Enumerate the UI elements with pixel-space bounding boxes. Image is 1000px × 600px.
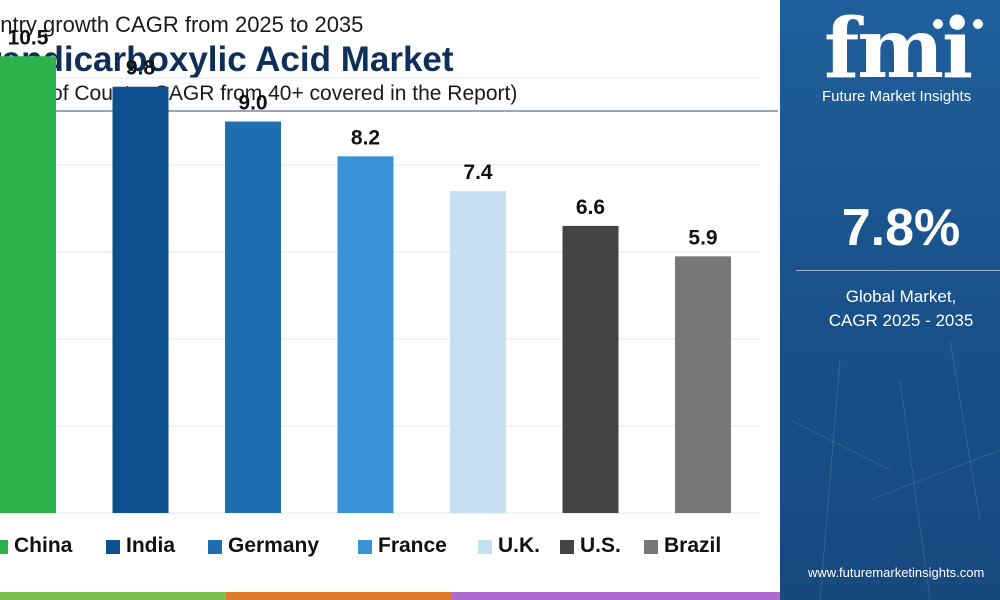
bar-brazil [675,256,731,513]
kpi-divider [796,270,1000,271]
bar-germany [225,121,281,513]
bar-value-label: 9.0 [238,92,267,115]
legend-swatch [560,540,574,554]
bar-china [0,56,56,513]
legend-label: China [14,534,73,557]
website-link[interactable]: www.futuremarketinsights.com [808,565,985,580]
legend-label: U.S. [580,534,621,557]
panel-texture [789,339,1000,600]
bar-value-label: 5.9 [688,226,717,249]
fmi-logo: fmi [824,1,973,97]
brand-name: Future Market Insights [822,88,972,105]
legend-label: France [378,534,447,557]
bar-uk [450,191,506,513]
footer-stripe-orange [226,592,452,600]
chart-value-labels: 10.5 9.8 9.0 8.2 7.4 6.6 5.9 [8,26,718,249]
legend-swatch [0,540,8,554]
chart-title: randicarboxylic Acid Market [0,40,454,79]
bar-us [562,225,619,513]
bar-value-label: 7.4 [463,161,493,184]
global-cagr-label-line2: CAGR 2025 - 2035 [828,311,974,330]
bar-value-label: 10.5 [8,26,49,49]
legend-swatch [208,540,222,554]
legend-label: India [126,534,175,557]
summary-panel: fmi Future Market Insights 7.8% Global M… [780,0,1000,600]
logo-dots-icon [933,19,983,29]
bar-france [337,156,394,514]
legend-label: Germany [228,534,319,557]
legend-label: Brazil [664,534,721,557]
header-divider [0,110,778,112]
bar-chart: 10.5 9.8 9.0 8.2 7.4 6.6 5.9 China India Germany… [0,26,760,557]
global-cagr-label-line1: Global Market, [845,287,957,306]
legend-swatch [478,540,492,554]
legend-swatch [106,540,120,554]
legend-swatch [358,540,372,554]
chart-legend: China India Germany France U.K. U.S. Brazil [0,534,721,557]
bar-value-label: 6.6 [576,196,605,219]
legend-swatch [644,540,658,554]
bar-value-label: 9.8 [126,57,156,80]
bar-india [112,86,169,513]
chart-subtitle: untry growth CAGR from 2025 to 2035 [0,12,364,37]
footer-stripe-green [0,592,226,600]
chart-bars [0,56,731,514]
bar-value-label: 8.2 [351,126,380,149]
global-cagr-value: 7.8% [841,199,961,257]
legend-label: U.K. [498,534,540,557]
footer-stripe-purple [452,592,780,600]
